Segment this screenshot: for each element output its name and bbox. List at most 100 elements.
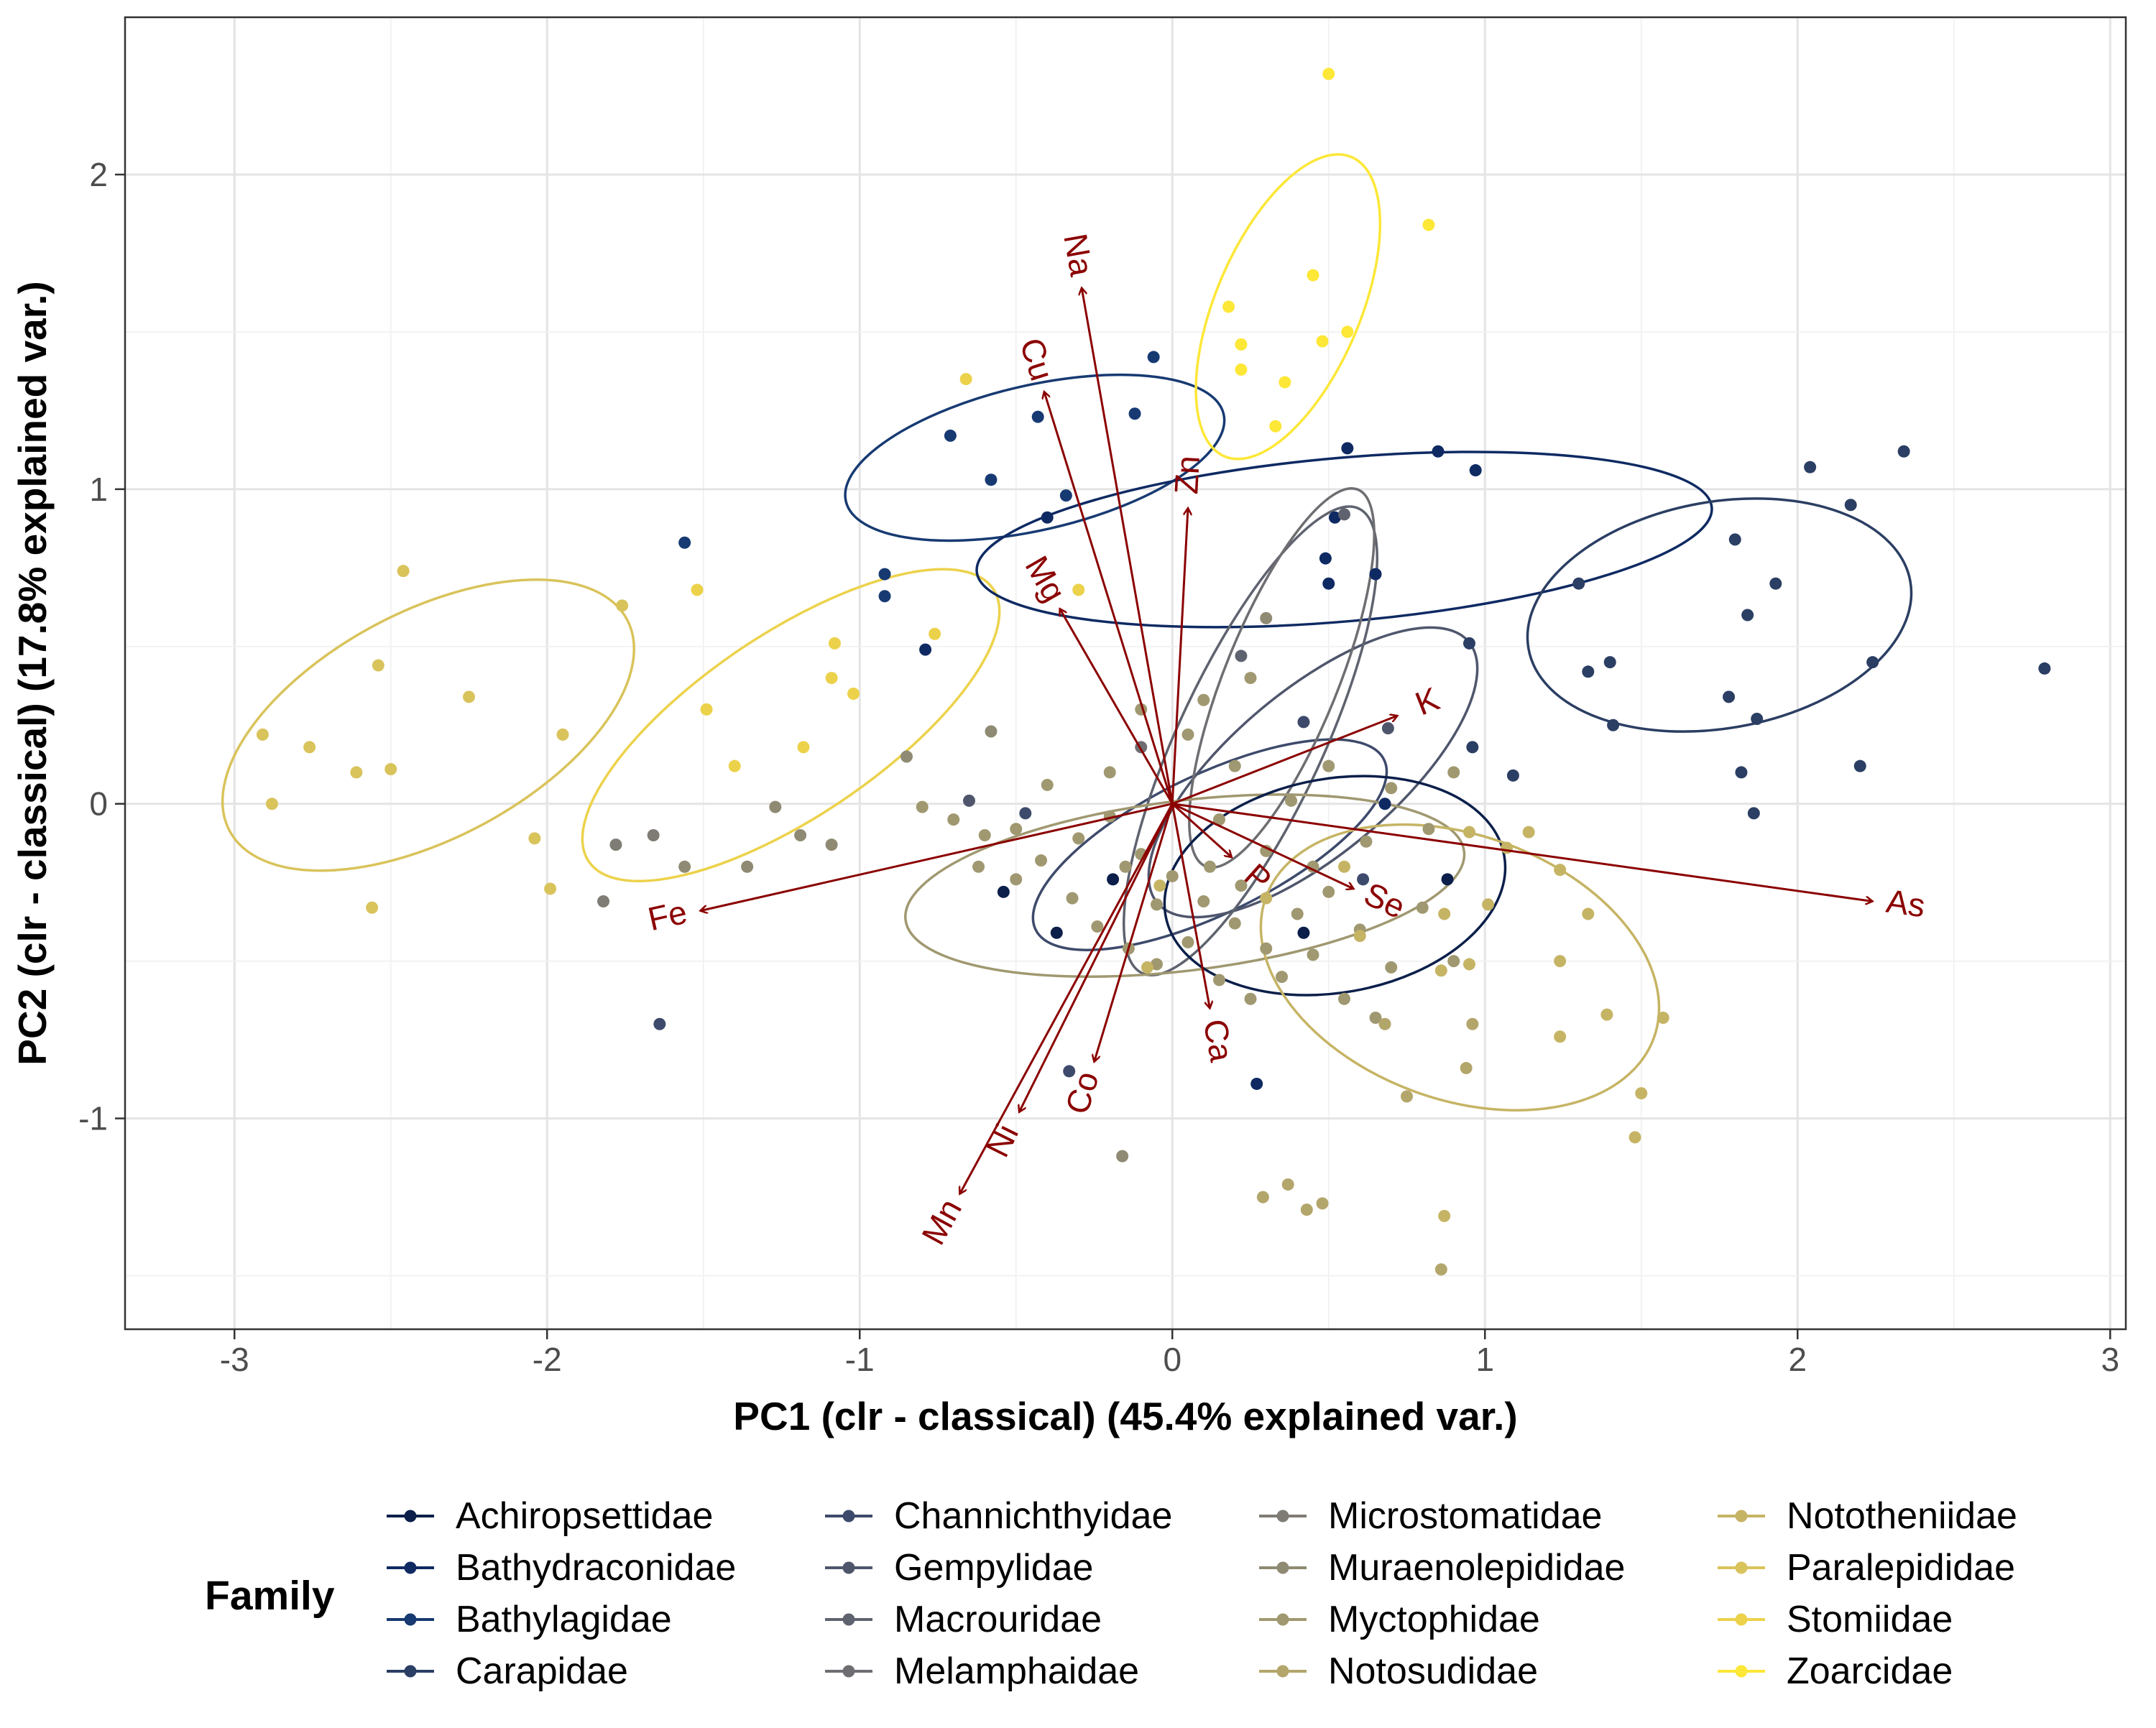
data-point — [1010, 873, 1023, 886]
data-point — [1297, 716, 1310, 729]
data-point — [1316, 335, 1329, 348]
data-point — [1322, 68, 1335, 80]
legend-key-dot — [404, 1561, 417, 1574]
data-point — [1235, 879, 1248, 892]
data-point — [1728, 533, 1741, 546]
legend-entry-label: Channichthyidae — [894, 1495, 1172, 1537]
data-point — [1747, 807, 1760, 820]
data-point — [1322, 577, 1335, 590]
confidence-ellipse — [844, 373, 1226, 542]
x-tick-label: -2 — [533, 1341, 562, 1378]
data-point — [1463, 826, 1475, 838]
data-point — [1416, 901, 1429, 914]
data-point — [1385, 961, 1398, 974]
legend-entry-label: Stomiidae — [1787, 1599, 1953, 1640]
data-point — [825, 672, 838, 685]
data-point — [1307, 860, 1319, 873]
data-point — [1853, 759, 1866, 772]
data-point — [528, 832, 541, 845]
data-point — [597, 895, 610, 907]
loading-label: As — [1884, 882, 1927, 925]
data-point — [1804, 461, 1817, 473]
data-point — [1385, 782, 1398, 795]
legend-entry-label: Melamphaidae — [894, 1650, 1139, 1692]
data-point — [1322, 885, 1335, 898]
data-point — [1369, 568, 1382, 581]
data-point — [1153, 879, 1166, 892]
data-point — [1378, 1017, 1391, 1030]
data-point — [1897, 445, 1910, 458]
x-tick-label: -3 — [220, 1341, 249, 1378]
data-point — [700, 703, 713, 716]
data-point — [1522, 826, 1535, 838]
x-tick-label: 2 — [1788, 1341, 1807, 1378]
confidence-ellipse — [221, 578, 635, 872]
loading-label: Ca — [1197, 1016, 1241, 1065]
legend-entry-label: Notosudidae — [1328, 1650, 1538, 1692]
data-point — [1235, 363, 1248, 376]
data-point — [1181, 728, 1194, 741]
legend-key-dot — [1735, 1613, 1748, 1626]
loading-arrow — [1171, 803, 1353, 889]
data-point — [1316, 1197, 1329, 1210]
data-point — [2038, 662, 2051, 675]
loading-label: Zn — [1167, 455, 1207, 495]
data-point — [1279, 376, 1291, 389]
data-point — [265, 798, 278, 810]
data-point — [1635, 1087, 1648, 1100]
data-point — [1197, 895, 1210, 907]
data-point — [1469, 464, 1482, 477]
confidence-ellipse — [1194, 153, 1382, 461]
data-point — [997, 885, 1010, 898]
data-point — [1735, 766, 1748, 779]
legend-key-dot — [1276, 1665, 1289, 1678]
data-point — [1751, 712, 1764, 725]
data-point — [1307, 948, 1319, 961]
data-point — [556, 728, 569, 741]
data-point — [1244, 672, 1257, 685]
loading-arrow — [1095, 803, 1174, 1062]
data-point — [1353, 930, 1366, 943]
data-point — [653, 1017, 666, 1030]
y-axis-title: PC2 (clr - classical) (17.8% explained v… — [10, 281, 55, 1065]
data-point — [797, 741, 810, 754]
data-point — [256, 728, 269, 741]
data-point — [1260, 611, 1273, 624]
data-point — [1041, 511, 1054, 524]
legend-key-dot — [404, 1613, 417, 1626]
data-point — [1741, 609, 1754, 622]
data-point — [1369, 1011, 1382, 1024]
confidence-ellipse — [1123, 505, 1378, 976]
data-point — [1360, 835, 1373, 848]
legend-entry-label: Paralepididae — [1787, 1547, 2015, 1589]
legend-entry-label: Zoarcidae — [1787, 1650, 1953, 1692]
data-point — [1501, 841, 1514, 854]
data-point — [1072, 832, 1085, 845]
data-point — [1297, 926, 1310, 939]
data-point — [1256, 1191, 1269, 1203]
data-point — [678, 536, 691, 549]
y-tick-label: -1 — [78, 1100, 108, 1137]
legend-entry-label: Myctophidae — [1328, 1599, 1540, 1640]
data-point — [847, 687, 860, 700]
legend-key-dot — [842, 1510, 855, 1523]
x-tick-label: 3 — [2101, 1341, 2119, 1378]
data-point — [1434, 1263, 1447, 1276]
data-point — [1107, 873, 1120, 886]
data-point — [1582, 665, 1595, 678]
x-tick-label: 0 — [1163, 1341, 1181, 1378]
loading-arrow — [1060, 609, 1174, 805]
loading-arrow — [1019, 803, 1174, 1112]
data-point — [1066, 892, 1079, 905]
data-point — [384, 763, 397, 776]
y-tick-label: 1 — [89, 471, 108, 508]
data-point — [985, 725, 998, 738]
data-point — [1031, 410, 1044, 423]
data-point — [916, 800, 929, 813]
data-point — [972, 860, 985, 873]
data-point — [1035, 854, 1048, 867]
data-point — [963, 794, 975, 807]
data-point — [1447, 766, 1460, 779]
